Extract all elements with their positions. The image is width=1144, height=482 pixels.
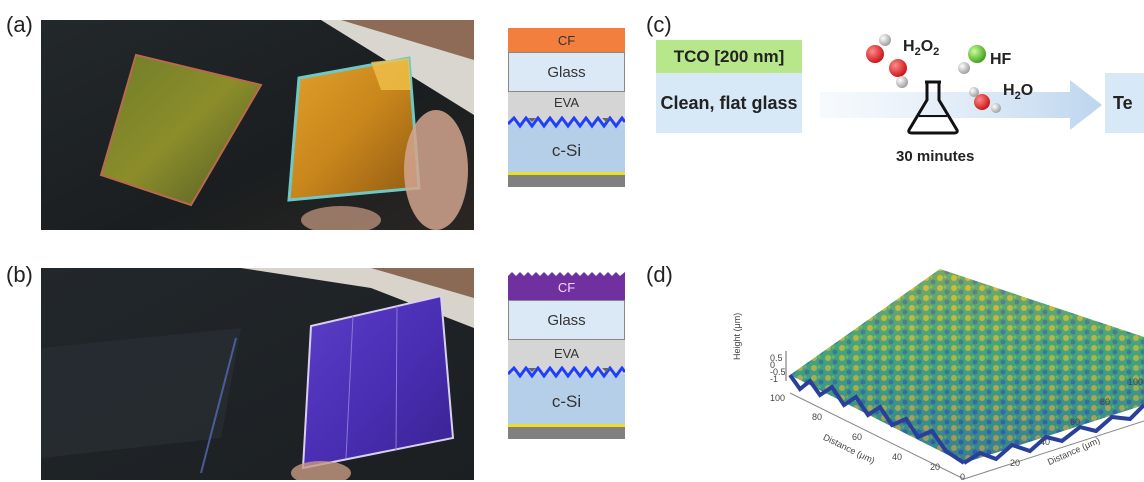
y-tick-20: 20 bbox=[1010, 458, 1021, 468]
texture-zigzag-b bbox=[508, 366, 625, 379]
tco-layer-box: TCO [200 nm] bbox=[656, 40, 802, 73]
y-tick-80: 80 bbox=[1100, 397, 1111, 407]
cf-label: CF bbox=[557, 32, 576, 48]
x-tick-40: 40 bbox=[892, 452, 903, 462]
glass-label: Glass bbox=[547, 63, 586, 81]
back-contact-b bbox=[508, 427, 625, 439]
eva-label: EVA bbox=[553, 95, 580, 110]
cf-layer-b: CF bbox=[508, 274, 625, 300]
cf-layer-a: CF bbox=[508, 28, 625, 52]
z-ticks: 0.5 0 -0.5 -1 bbox=[770, 353, 786, 384]
eva-label: EVA bbox=[553, 346, 580, 361]
texture-zigzag-a bbox=[508, 116, 625, 129]
h2o2-label: H2O2 bbox=[903, 38, 940, 59]
layer-stack-a: CF Glass EVA c-Si bbox=[508, 28, 625, 188]
contact-strip-a bbox=[508, 172, 625, 175]
x-tick-20: 20 bbox=[930, 462, 941, 472]
x-tick-60: 60 bbox=[852, 432, 863, 442]
photo-orange-filter-module bbox=[41, 20, 474, 230]
x-tick-80: 80 bbox=[812, 412, 823, 422]
clean-glass-box: Clean, flat glass bbox=[656, 73, 802, 133]
back-contact-a bbox=[508, 175, 625, 187]
z-axis-label: Height (μm) bbox=[732, 312, 742, 360]
glass-layer-b: Glass bbox=[508, 300, 625, 340]
hf-label: HF bbox=[990, 51, 1012, 68]
x-tick-100: 100 bbox=[770, 393, 786, 403]
molecules-illustration bbox=[866, 34, 1001, 113]
cf-label: CF bbox=[557, 279, 576, 295]
time-label: 30 minutes bbox=[896, 148, 975, 165]
si-label: c-Si bbox=[551, 141, 582, 160]
h2o-label: H2O bbox=[1003, 82, 1034, 103]
surface-plot bbox=[785, 269, 1144, 480]
glass-layer-a: Glass bbox=[508, 52, 625, 92]
flask-icon bbox=[907, 80, 959, 135]
panel-label-d: (d) bbox=[646, 262, 673, 287]
glass-label: Glass bbox=[547, 311, 586, 329]
x-tick-0: 0 bbox=[960, 472, 966, 482]
y-tick-100: 100 bbox=[1128, 377, 1144, 387]
y-tick-60: 60 bbox=[1070, 417, 1081, 427]
layer-stack-b: CF Glass EVA c-Si bbox=[508, 270, 625, 440]
contact-strip-b bbox=[508, 424, 625, 427]
si-label: c-Si bbox=[551, 392, 582, 411]
cf-textured-layer-b bbox=[508, 272, 625, 300]
next-step-box: Te bbox=[1105, 73, 1144, 133]
photo-purple-filter-module bbox=[41, 268, 474, 480]
panel-label-a: (a) bbox=[6, 12, 33, 37]
panel-label-b: (b) bbox=[6, 262, 33, 287]
panel-label-c: (c) bbox=[646, 12, 672, 37]
si-layer-a: c-Si bbox=[508, 124, 625, 172]
si-layer-b: c-Si bbox=[508, 374, 625, 424]
process-arrow bbox=[820, 80, 1102, 130]
y-tick-40: 40 bbox=[1040, 437, 1051, 447]
